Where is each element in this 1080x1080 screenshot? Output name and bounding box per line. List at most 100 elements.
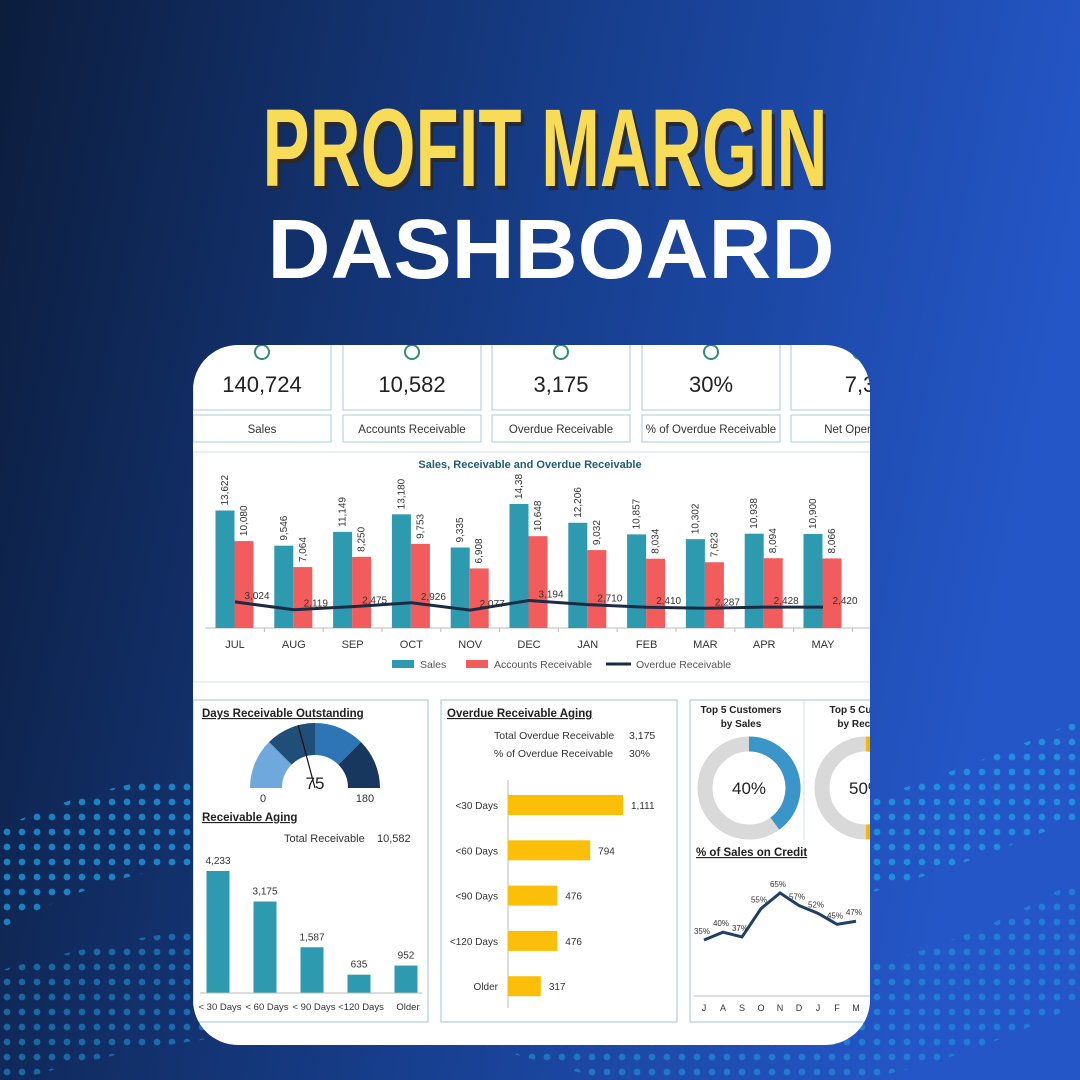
data-label: 9,546 [279,515,290,540]
kpi-value: 10,582 [378,372,445,397]
bar [508,840,591,861]
x-tick-label: < 30 Days [198,1002,241,1013]
x-tick-label: SEP [342,639,364,651]
summary-label: Total Receivable [284,833,365,845]
data-label: 37% [732,924,748,933]
data-label: 11,149 [338,497,349,527]
bar [333,531,353,628]
data-label: 47% [846,908,862,917]
legend-swatch [392,660,414,668]
kpi-label: Net Operating [824,424,896,436]
kpi-icon [703,345,719,360]
bar [744,533,764,628]
chart-title: Days Receivable Outstanding [202,708,364,720]
donut-label: 50% [849,779,883,798]
kpi-box [193,345,332,411]
bar [508,930,558,951]
x-tick-label: Older [396,1002,419,1013]
x-tick-label: S [739,1003,745,1013]
data-label: 1,587 [299,932,324,943]
summary-value: 30% [629,748,650,760]
gauge-pointer [297,725,316,789]
gauge-value: 75 [306,774,325,793]
legend-swatch [466,660,488,668]
data-label: 635 [351,960,368,971]
bar [293,567,313,628]
kpi-box [790,345,870,411]
data-label: 65% [770,880,786,889]
data-label: 14,38 [514,474,525,499]
data-label: 52% [808,900,824,909]
data-label: 7,064 [298,537,309,562]
bar [508,795,623,815]
bar [646,558,666,628]
bar [508,976,541,997]
data-label: 45% [827,911,843,920]
data-label: 13,180 [396,478,407,509]
data-label: 55% [751,896,767,905]
data-label: 2,475 [362,596,387,607]
kpi-label-box [193,414,332,443]
kpi-label-box [342,414,482,443]
line [234,598,824,612]
data-label: 2,710 [597,594,622,605]
chart-title: by Sales [721,719,762,730]
y-tick-label: <30 Days [455,801,498,812]
bar [234,541,254,628]
title: PROFIT MARGIN [263,87,828,210]
kpi-box [491,345,631,411]
data-label: 10,080 [239,505,250,536]
x-tick-label: N [777,1003,784,1013]
data-label: 6,908 [474,538,485,563]
kpi-label-box [641,414,781,443]
x-tick-label: AUG [282,639,306,651]
data-label: 8,034 [651,528,662,553]
data-label: 7,623 [709,532,720,557]
x-tick-label: F [834,1003,840,1013]
data-label: 2,287 [715,597,740,608]
bar [394,965,418,993]
legend-label: Overdue Receivable [636,659,731,671]
kpi-icon [404,345,420,360]
data-label: 10,648 [533,500,544,531]
data-label: 10,938 [749,498,760,529]
y-tick-label: <120 Days [450,937,498,948]
x-tick-label: O [757,1003,764,1013]
gauge-segment [315,723,361,765]
data-label: 1,111 [631,801,655,812]
kpi-value: 7,3 [845,372,876,397]
legend-label: Accounts Receivable [494,659,592,671]
gauge-segment [269,723,315,765]
kpi-label: Overdue Receivable [509,424,613,436]
bar [704,562,724,628]
x-tick-label: A [720,1003,726,1013]
bar [469,568,489,628]
panel [440,699,678,1023]
chart-title: Top 5 Customers [701,705,782,716]
x-tick-label: DEC [517,639,540,651]
gauge-min: 0 [260,793,266,805]
summary-label: Total Overdue Receivable [494,730,614,742]
data-label: 9,335 [455,517,466,542]
bar [206,871,230,993]
bar [300,947,324,993]
bar [685,539,705,628]
legend-label: Sales [420,659,446,671]
data-label: 9,753 [415,513,426,538]
bar [528,536,548,628]
data-label: 57% [789,893,805,902]
data-label: 3,194 [538,589,563,600]
data-label: 4,233 [205,856,230,867]
card [193,345,870,1045]
x-tick-label: <120 Days [338,1002,384,1013]
data-label: 35% [694,927,710,936]
x-tick-label: J [702,1003,707,1013]
data-label: 8,094 [768,528,779,553]
kpi-label: Accounts Receivable [358,424,465,436]
data-label: 2,420 [832,596,857,607]
y-tick-label: <90 Days [455,892,498,903]
data-label: 2,077 [480,599,505,610]
data-label: 12,206 [573,487,584,518]
gauge-segment [250,742,292,788]
bar [822,558,842,628]
